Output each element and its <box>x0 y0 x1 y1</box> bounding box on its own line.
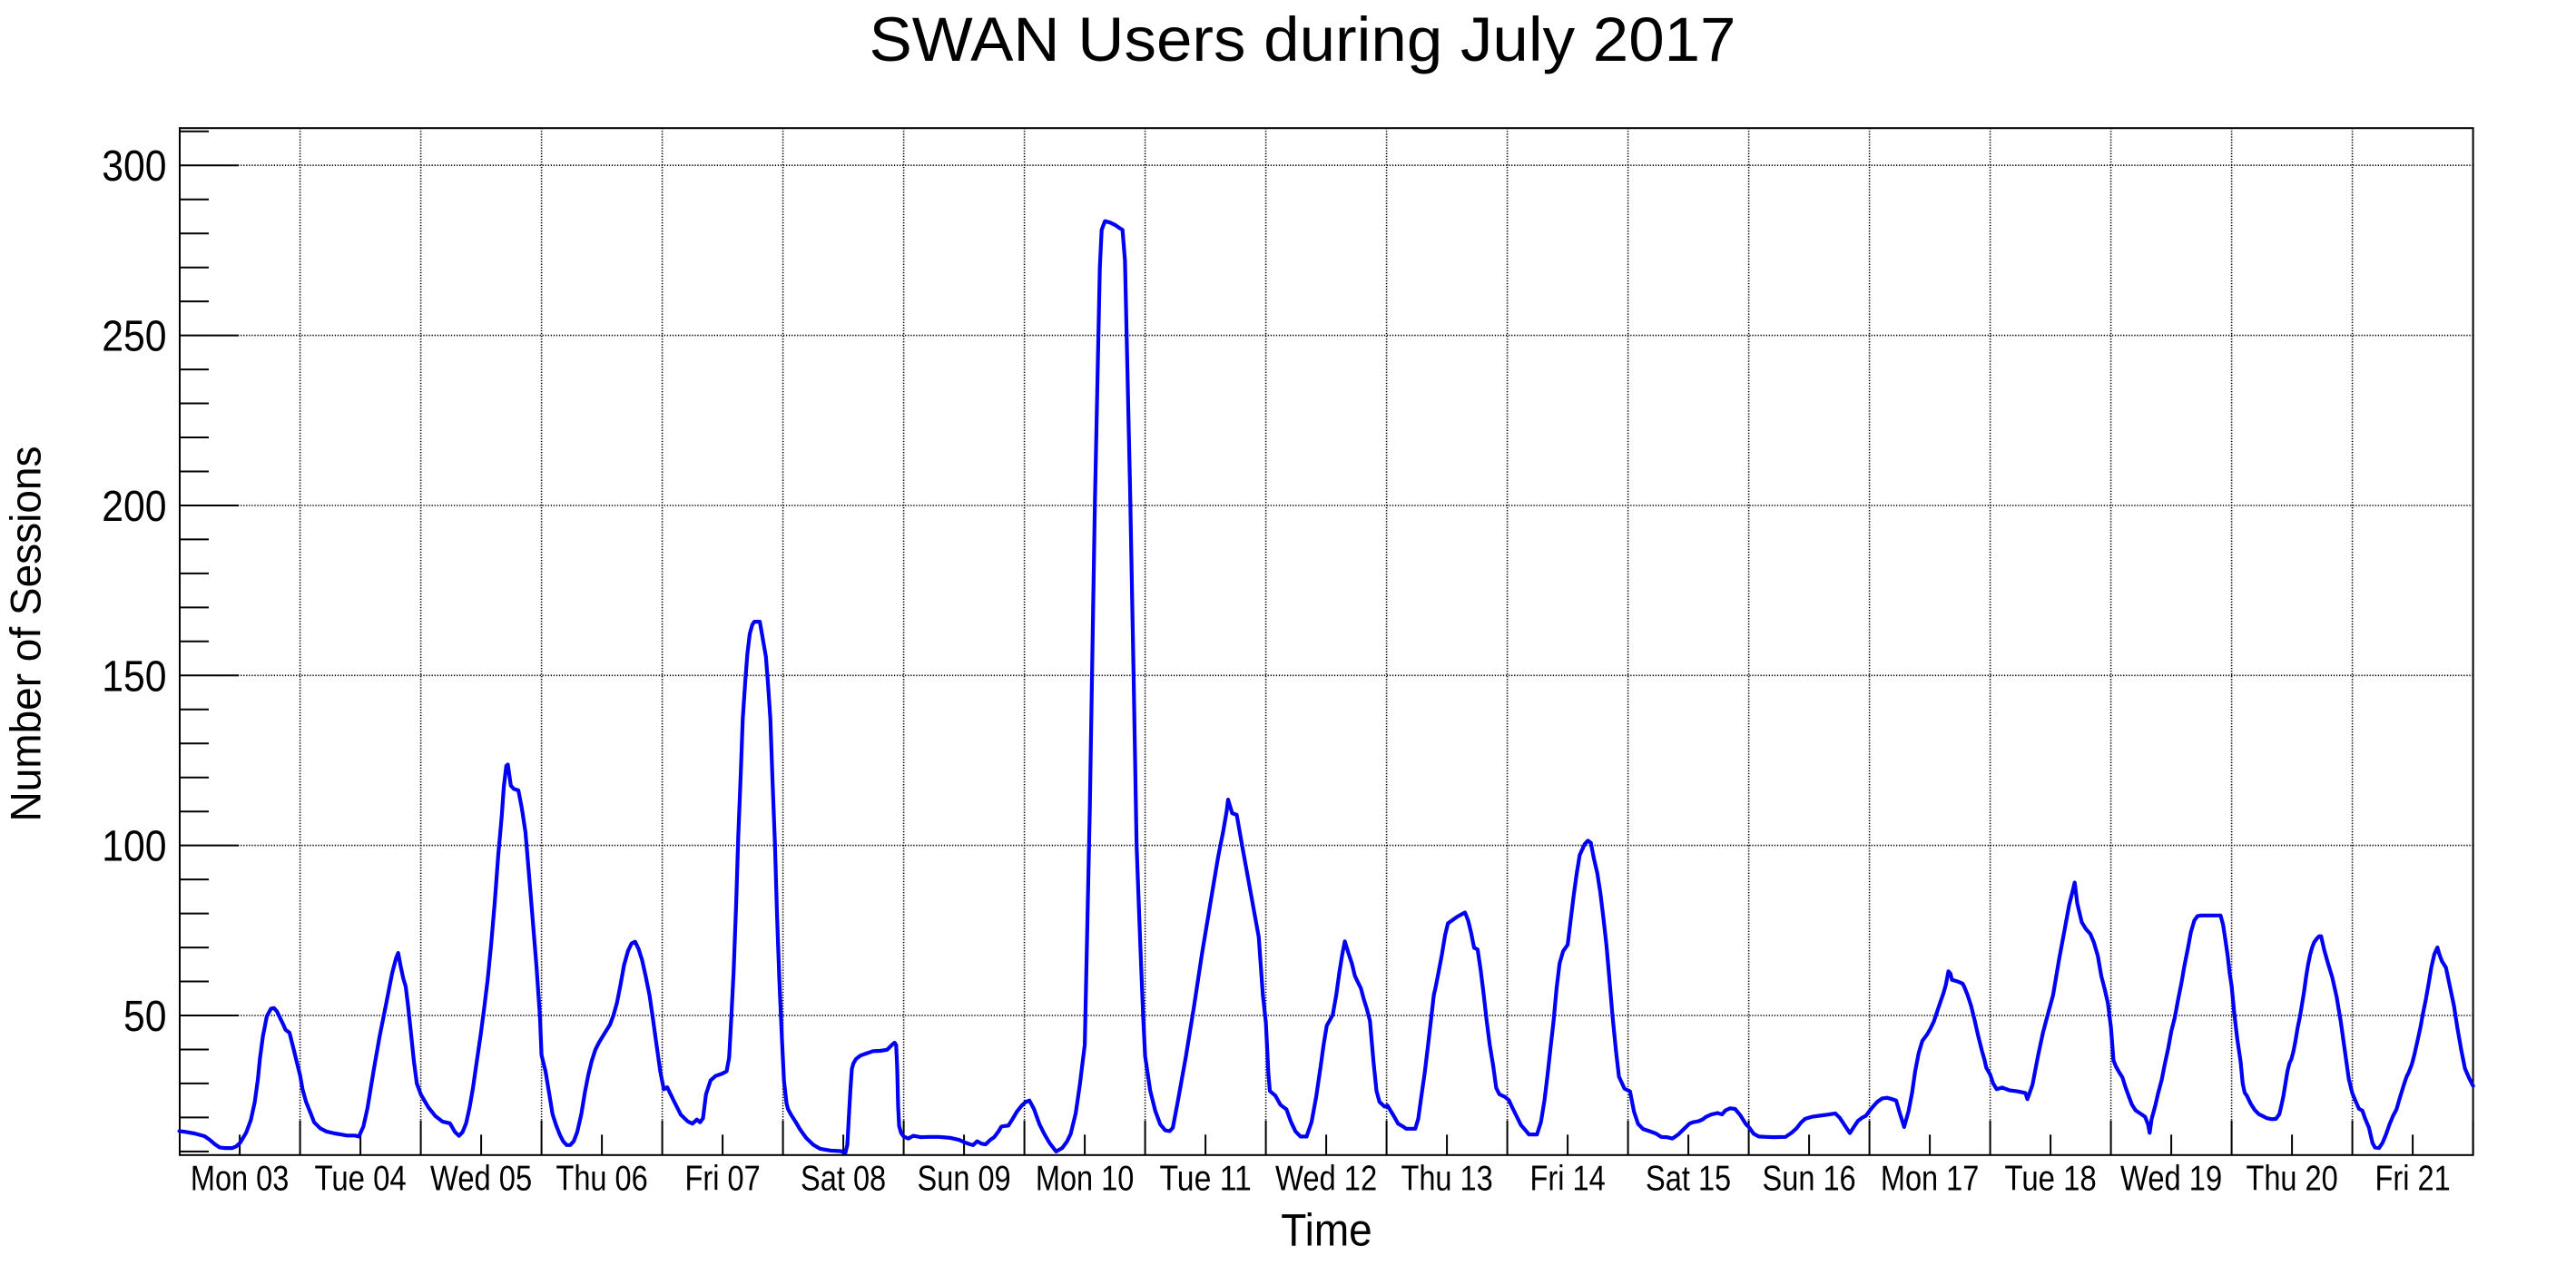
svg-text:Sat 15: Sat 15 <box>1646 1160 1731 1199</box>
svg-text:Mon 10: Mon 10 <box>1036 1160 1135 1199</box>
svg-text:SWAN Users during July 2017: SWAN Users during July 2017 <box>870 5 1736 74</box>
svg-text:Wed 19: Wed 19 <box>2120 1160 2222 1199</box>
svg-text:200: 200 <box>102 482 166 531</box>
svg-text:Fri 21: Fri 21 <box>2375 1160 2451 1199</box>
svg-text:Mon 17: Mon 17 <box>1881 1160 1980 1199</box>
svg-text:Sun 16: Sun 16 <box>1763 1160 1856 1199</box>
svg-text:Fri 07: Fri 07 <box>685 1160 761 1199</box>
svg-text:Sun 09: Sun 09 <box>918 1160 1011 1199</box>
svg-text:Wed 12: Wed 12 <box>1275 1160 1377 1199</box>
svg-text:Sat 08: Sat 08 <box>801 1160 886 1199</box>
svg-text:Thu 20: Thu 20 <box>2246 1160 2337 1199</box>
svg-text:50: 50 <box>123 992 167 1041</box>
svg-text:300: 300 <box>102 142 166 191</box>
svg-text:Wed 05: Wed 05 <box>430 1160 532 1199</box>
svg-text:Mon 03: Mon 03 <box>191 1160 290 1199</box>
svg-text:150: 150 <box>102 652 166 701</box>
svg-text:100: 100 <box>102 822 166 871</box>
svg-text:Fri 14: Fri 14 <box>1530 1160 1606 1199</box>
svg-text:Time: Time <box>1281 1204 1372 1255</box>
svg-text:Tue 04: Tue 04 <box>314 1160 406 1199</box>
svg-text:Tue 18: Tue 18 <box>2004 1160 2096 1199</box>
svg-text:250: 250 <box>102 312 166 361</box>
svg-text:Number of Sessions: Number of Sessions <box>3 446 51 822</box>
svg-text:Thu 13: Thu 13 <box>1401 1160 1492 1199</box>
svg-text:Thu 06: Thu 06 <box>556 1160 647 1199</box>
svg-text:Tue 11: Tue 11 <box>1159 1160 1251 1199</box>
